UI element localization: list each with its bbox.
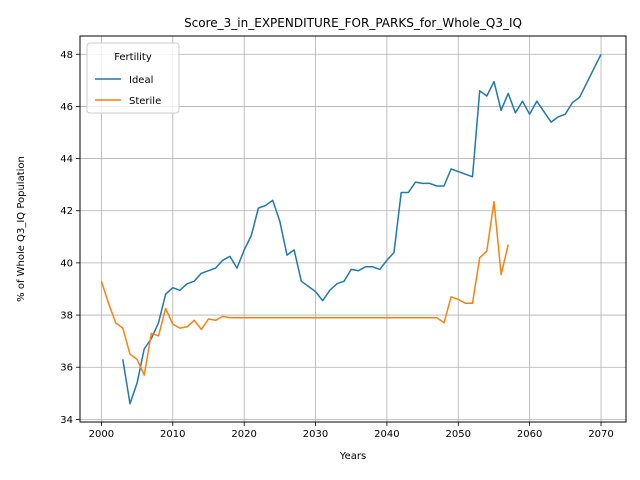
series-lines xyxy=(100,53,602,405)
series-line-ideal xyxy=(122,53,602,405)
y-tick-label: 42 xyxy=(60,206,73,217)
x-tick-label: 2010 xyxy=(160,429,185,440)
y-tick-label: 48 xyxy=(60,50,73,61)
legend-label-sterile: Sterile xyxy=(129,96,161,107)
legend-box xyxy=(86,42,180,114)
y-tick-label: 36 xyxy=(60,363,73,374)
x-tick-label: 2060 xyxy=(517,429,542,440)
y-tick-label: 38 xyxy=(60,311,73,322)
x-tick-label: 2040 xyxy=(374,429,399,440)
y-tick-label: 40 xyxy=(60,258,73,269)
chart-title: Score_3_in_EXPENDITURE_FOR_PARKS_for_Who… xyxy=(184,16,522,30)
y-tick-label: 44 xyxy=(60,154,73,165)
legend-title: Fertility xyxy=(114,52,152,63)
plot-frame xyxy=(79,35,627,423)
x-tick-label: 2020 xyxy=(231,429,256,440)
x-tick-label: 2070 xyxy=(588,429,613,440)
legend-label-ideal: Ideal xyxy=(129,75,153,86)
x-tick-label: 2050 xyxy=(446,429,471,440)
y-tick-label: 46 xyxy=(60,102,73,113)
axis-ticks: 2000 2010 2020 2030 2040 2050 2060 2070 34 36 38 40… xyxy=(60,50,613,440)
x-tick-label: 2000 xyxy=(89,429,114,440)
legend: Fertility Ideal Sterile xyxy=(86,42,180,114)
y-axis-label: % of Whole Q3_IQ Population xyxy=(16,156,27,302)
legend-entries: Ideal Sterile xyxy=(95,75,161,107)
y-tick-label: 34 xyxy=(60,415,73,426)
x-tick-label: 2030 xyxy=(303,429,328,440)
series-line-sterile xyxy=(100,200,509,376)
grid xyxy=(80,36,626,422)
x-axis-label: Years xyxy=(339,451,366,462)
